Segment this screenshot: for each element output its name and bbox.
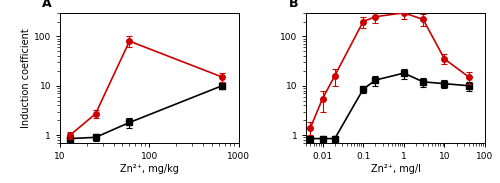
Text: A: A — [42, 0, 52, 10]
Y-axis label: Induction coefficient: Induction coefficient — [21, 28, 31, 128]
X-axis label: Zn²⁺, mg/kg: Zn²⁺, mg/kg — [120, 164, 178, 173]
X-axis label: Zn²⁺, mg/l: Zn²⁺, mg/l — [371, 164, 420, 173]
Text: B: B — [288, 0, 298, 10]
